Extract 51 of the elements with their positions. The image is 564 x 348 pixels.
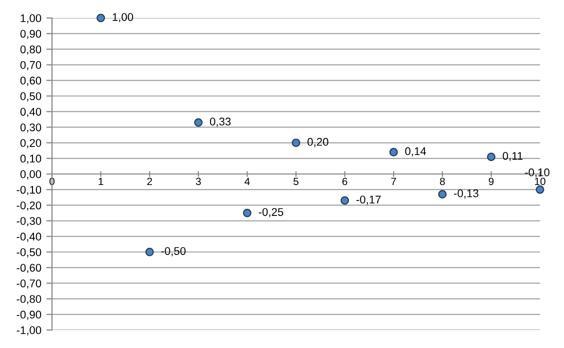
x-tick-label: 6	[342, 178, 348, 186]
y-tick-label: -0,40	[16, 232, 42, 242]
data-label: 1,00	[112, 13, 134, 22]
point	[242, 208, 252, 218]
point	[438, 190, 447, 199]
x-tick-label: 5	[294, 178, 298, 186]
data-label: 0,20	[308, 138, 328, 148]
y-tick-label: 0,80	[20, 45, 42, 55]
y-tick-label: 0,60	[20, 76, 42, 86]
point	[486, 152, 496, 162]
point	[389, 148, 398, 156]
y-tick-label: 0,00	[20, 170, 42, 180]
point	[536, 185, 544, 194]
x-tick-label: 7	[391, 178, 396, 186]
y-tick-label: -1,00	[16, 326, 42, 336]
y-tick-label: 0,40	[20, 108, 42, 118]
y-tick-label: 0,10	[20, 154, 42, 164]
x-tick-label: 4	[244, 178, 250, 186]
point	[292, 138, 300, 148]
data-label: -0,17	[356, 196, 381, 205]
y-tick-label: -0,20	[16, 201, 42, 211]
x-tick-label: 1	[98, 178, 104, 186]
data-label: -0,50	[161, 247, 186, 256]
point	[96, 14, 106, 22]
x-tick-label: 2	[147, 178, 152, 186]
y-tick-label: -0,30	[16, 217, 42, 226]
y-tick-label: -0,80	[16, 295, 42, 304]
y-tick-label: -0,70	[16, 279, 42, 289]
x-tick-label: 8	[440, 178, 445, 186]
point	[194, 118, 203, 127]
y-tick-label: -0,60	[16, 264, 42, 274]
data-label: 0,33	[210, 118, 231, 127]
y-tick-label: 0,20	[20, 139, 42, 148]
data-label: 0,14	[405, 147, 426, 156]
data-label: 0,11	[502, 152, 523, 162]
x-tick-label: 9	[488, 178, 494, 186]
data-label: -0,13	[454, 189, 478, 199]
point	[340, 196, 350, 205]
y-tick-label: 0,90	[20, 30, 42, 40]
x-tick-label: 3	[196, 178, 201, 186]
y-tick-label: 0,30	[20, 123, 42, 133]
x-tick-label: 10	[535, 178, 546, 186]
y-tick-label: 0,70	[20, 61, 42, 70]
y-tick-label: -0,10	[16, 186, 42, 196]
data-label: -0,25	[258, 208, 284, 218]
data-label: -0,10	[525, 168, 550, 178]
y-tick-label: 1,00	[20, 14, 42, 24]
y-tick-label: 0,50	[20, 92, 42, 102]
y-tick-label: -0,90	[16, 310, 42, 320]
y-tick-label: -0,50	[16, 248, 42, 258]
point	[145, 248, 154, 256]
